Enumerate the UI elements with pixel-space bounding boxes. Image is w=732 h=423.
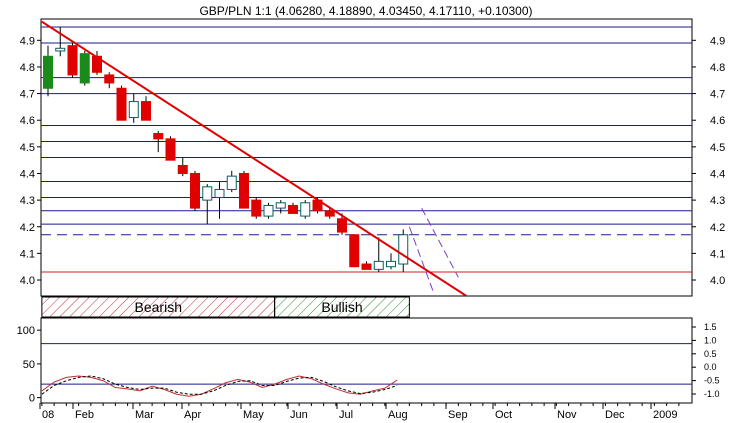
x-tick-label-6: Jul <box>339 409 353 421</box>
y-tick-label-left-6: 4.3 <box>20 195 35 207</box>
osc-tick-label-left-2: 0 <box>29 393 35 405</box>
oscillator-lines <box>41 375 398 397</box>
candle-body-10 <box>165 138 176 161</box>
candle-body-17 <box>251 199 262 217</box>
osc-tick-label-right-4: -0.5 <box>704 376 720 386</box>
x-tick-label-11: Dec <box>605 409 625 421</box>
candle-body-2 <box>67 45 78 76</box>
candle-body-15 <box>226 175 237 190</box>
candle-body-0 <box>43 55 53 89</box>
y-tick-label-right-5: 4.4 <box>710 168 725 180</box>
candle-body-13 <box>202 186 213 201</box>
zone-band: Bearish Bullish <box>41 296 410 318</box>
osc-tick-label-right-5: -1.0 <box>704 389 720 399</box>
candle-body-7 <box>128 101 139 119</box>
osc-tick-label-left-0: 100 <box>17 325 35 337</box>
candle-body-14 <box>214 188 225 198</box>
x-tick-label-2: Mar <box>135 409 154 421</box>
projection-line-0 <box>421 207 459 278</box>
candle-body-16 <box>239 172 249 209</box>
x-tick-label-5: Jun <box>290 409 308 421</box>
candle-body-23 <box>324 210 335 217</box>
x-tick-label-7: Aug <box>388 409 408 421</box>
candle-body-27 <box>373 260 384 270</box>
price-panel: GBP/PLN 1:1 (4.06280, 4.18890, 4.03450, … <box>20 4 725 297</box>
y-tick-label-right-3: 4.6 <box>710 115 725 127</box>
y-tick-label-left-9: 4.0 <box>20 275 35 287</box>
candle-body-29 <box>398 234 409 265</box>
y-tick-label-left-4: 4.5 <box>20 142 35 154</box>
trendline <box>41 20 469 296</box>
osc-tick-label-right-0: 1.5 <box>704 322 717 332</box>
candle-body-20 <box>288 204 298 214</box>
oscillator-frame <box>40 317 693 404</box>
candle-body-11 <box>177 164 188 174</box>
zone-label-bullish: Bullish <box>321 299 362 315</box>
y-ticks-left: 4.9 4.8 4.7 4.6 4.5 4.4 4.3 4.2 4.1 4.0 <box>20 35 41 287</box>
candle-body-5 <box>104 74 115 84</box>
y-tick-label-right-9: 4.0 <box>710 275 725 287</box>
x-tick-label-0: 08 <box>42 409 54 421</box>
y-tick-label-right-6: 4.3 <box>710 195 725 207</box>
y-tick-label-right-1: 4.8 <box>710 62 725 74</box>
candle-body-25 <box>349 234 360 268</box>
x-tick-label-10: Nov <box>557 409 577 421</box>
candle-body-1 <box>55 47 66 52</box>
x-tick-label-9: Oct <box>495 409 512 421</box>
candle-body-9 <box>153 133 164 140</box>
x-tick-label-12: 2009 <box>653 409 677 421</box>
x-tick-label-1: Feb <box>75 409 94 421</box>
x-axis: 08 Feb Mar Apr May Jun Jul Aug Sep Oct Nov Dec 2009 <box>39 402 692 421</box>
chart-title: GBP/PLN 1:1 (4.06280, 4.18890, 4.03450, … <box>199 4 532 18</box>
candle-body-3 <box>79 53 90 84</box>
y-tick-label-right-0: 4.9 <box>710 35 725 47</box>
y-tick-label-right-7: 4.2 <box>710 222 725 234</box>
y-tick-label-right-2: 4.7 <box>710 89 725 101</box>
y-tick-label-right-4: 4.5 <box>710 142 725 154</box>
y-tick-label-left-8: 4.1 <box>20 248 35 260</box>
x-tick-label-8: Sep <box>448 409 468 421</box>
candle-body-24 <box>337 218 347 233</box>
osc-tick-label-right-2: 0.5 <box>704 349 717 359</box>
candle-body-19 <box>275 202 286 209</box>
x-tick-label-3: Apr <box>184 409 201 421</box>
candle-body-21 <box>300 202 311 217</box>
zone-bullish <box>274 296 410 318</box>
y-tick-label-left-1: 4.8 <box>20 62 35 74</box>
trend-lines <box>41 20 469 296</box>
zone-label-bearish: Bearish <box>135 299 182 315</box>
osc-series-0 <box>41 375 398 397</box>
y-ticks-right: 4.9 4.8 4.7 4.6 4.5 4.4 4.3 4.2 4.1 4.0 <box>692 35 725 287</box>
candle-body-26 <box>361 263 372 270</box>
candle-body-6 <box>116 87 127 121</box>
candle-body-8 <box>141 101 151 121</box>
y-tick-label-left-2: 4.7 <box>20 89 35 101</box>
osc-tick-label-right-1: 1.0 <box>704 335 717 345</box>
y-tick-label-left-5: 4.4 <box>20 168 35 180</box>
osc-series-1 <box>41 375 398 395</box>
y-tick-label-left-7: 4.2 <box>20 222 35 234</box>
y-tick-label-left-3: 4.6 <box>20 115 35 127</box>
candlesticks <box>43 26 409 273</box>
candle-body-12 <box>190 172 200 209</box>
osc-tick-label-left-1: 50 <box>23 359 35 371</box>
osc-tick-label-right-3: 0.0 <box>704 362 717 372</box>
candle-body-18 <box>263 204 274 217</box>
candle-body-28 <box>386 260 396 268</box>
x-tick-label-4: May <box>243 409 264 421</box>
y-tick-label-right-8: 4.1 <box>710 248 725 260</box>
y-tick-label-left-0: 4.9 <box>20 35 35 47</box>
oscillator-levels <box>41 343 692 385</box>
horizontal-levels <box>41 26 692 273</box>
oscillator-ticks-left: 100 50 0 <box>17 325 41 405</box>
oscillator-ticks-right: 1.5 1.0 0.5 0.0 -0.5 -1.0 <box>692 322 720 399</box>
oscillator-panel: 100 50 0 1.5 1.0 0.5 0.0 -0.5 -1.0 <box>17 317 720 405</box>
